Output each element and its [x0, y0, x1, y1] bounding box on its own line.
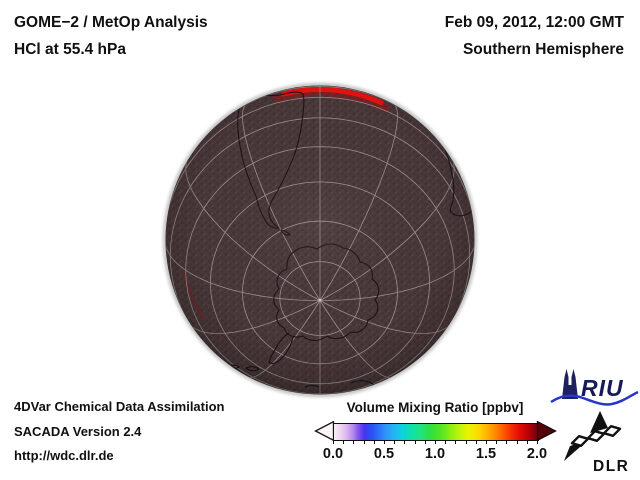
colorbar-minor-tick — [445, 441, 447, 444]
colorbar-minor-tick — [455, 441, 457, 444]
colorbar-minor-tick — [404, 441, 406, 444]
colorbar-minor-tick — [414, 441, 416, 444]
colorbar-minor-tick — [475, 441, 477, 444]
colorbar-right-arrow-icon — [536, 421, 557, 441]
valid-datetime: Feb 09, 2012, 12:00 GMT — [444, 14, 624, 31]
colorbar-minor-tick — [333, 441, 334, 444]
product-title-line2: HCl at 55.4 hPa — [14, 41, 126, 58]
colorbar-left-arrow-icon — [314, 421, 335, 441]
colorbar-minor-tick — [373, 441, 375, 444]
colorbar-label-4: 2.0 — [526, 446, 548, 462]
colorbar-minor-tick — [516, 441, 518, 444]
colorbar-minor-tick — [435, 441, 436, 444]
colorbar-minor-tick — [343, 441, 345, 444]
riu-cathedral-icon — [562, 369, 578, 399]
colorbar-minor-tick — [496, 441, 498, 444]
colorbar-minor-tick — [506, 441, 508, 444]
dlr-emblem-icon — [564, 411, 622, 461]
riu-logo-text: RIU — [581, 375, 624, 401]
dlr-logo: DLR — [564, 411, 629, 475]
attribution-line1: 4DVar Chemical Data Assimilation — [14, 399, 225, 414]
globe-vignette — [165, 85, 475, 395]
colorbar-minor-tick — [394, 441, 396, 444]
colorbar-minor-tick — [353, 441, 355, 444]
dlr-logo-text: DLR — [593, 458, 629, 475]
colorbar-minor-tick — [537, 441, 538, 444]
colorbar-minor-tick — [526, 441, 528, 444]
validity-info: Feb 09, 2012, 12:00 GMT Southern Hemisph… — [445, 9, 624, 63]
colorbar-label-3: 1.5 — [475, 446, 497, 462]
colorbar-title: Volume Mixing Ratio [ppbv] — [346, 400, 524, 415]
riu-logo: RIU — [550, 369, 639, 406]
limb-halo — [163, 83, 477, 397]
attribution-line2: SACADA Version 2.4 — [14, 423, 142, 439]
product-title-line1: GOME−2 / MetOp Analysis — [14, 14, 208, 31]
colorbar-minor-tick — [384, 441, 385, 444]
colorbar-label-2: 1.0 — [424, 446, 446, 462]
colorbar-label-0: 0.0 — [322, 446, 344, 462]
colorbar-gradient — [333, 423, 539, 441]
riu-wave-icon — [550, 390, 639, 406]
colorbar-label-1: 0.5 — [373, 446, 395, 462]
colorbar-minor-tick — [363, 441, 365, 444]
colorbar-minor-tick — [486, 441, 487, 444]
hemisphere-label: Southern Hemisphere — [462, 41, 624, 58]
colorbar-minor-tick — [424, 441, 426, 444]
attribution-block: 4DVar Chemical Data Assimilation SACADA … — [14, 395, 225, 469]
colorbar-minor-tick — [465, 441, 467, 444]
product-title: GOME−2 / MetOp Analysis HCl at 55.4 hPa — [14, 9, 208, 63]
attribution-url: http://wdc.dlr.de — [14, 448, 114, 463]
